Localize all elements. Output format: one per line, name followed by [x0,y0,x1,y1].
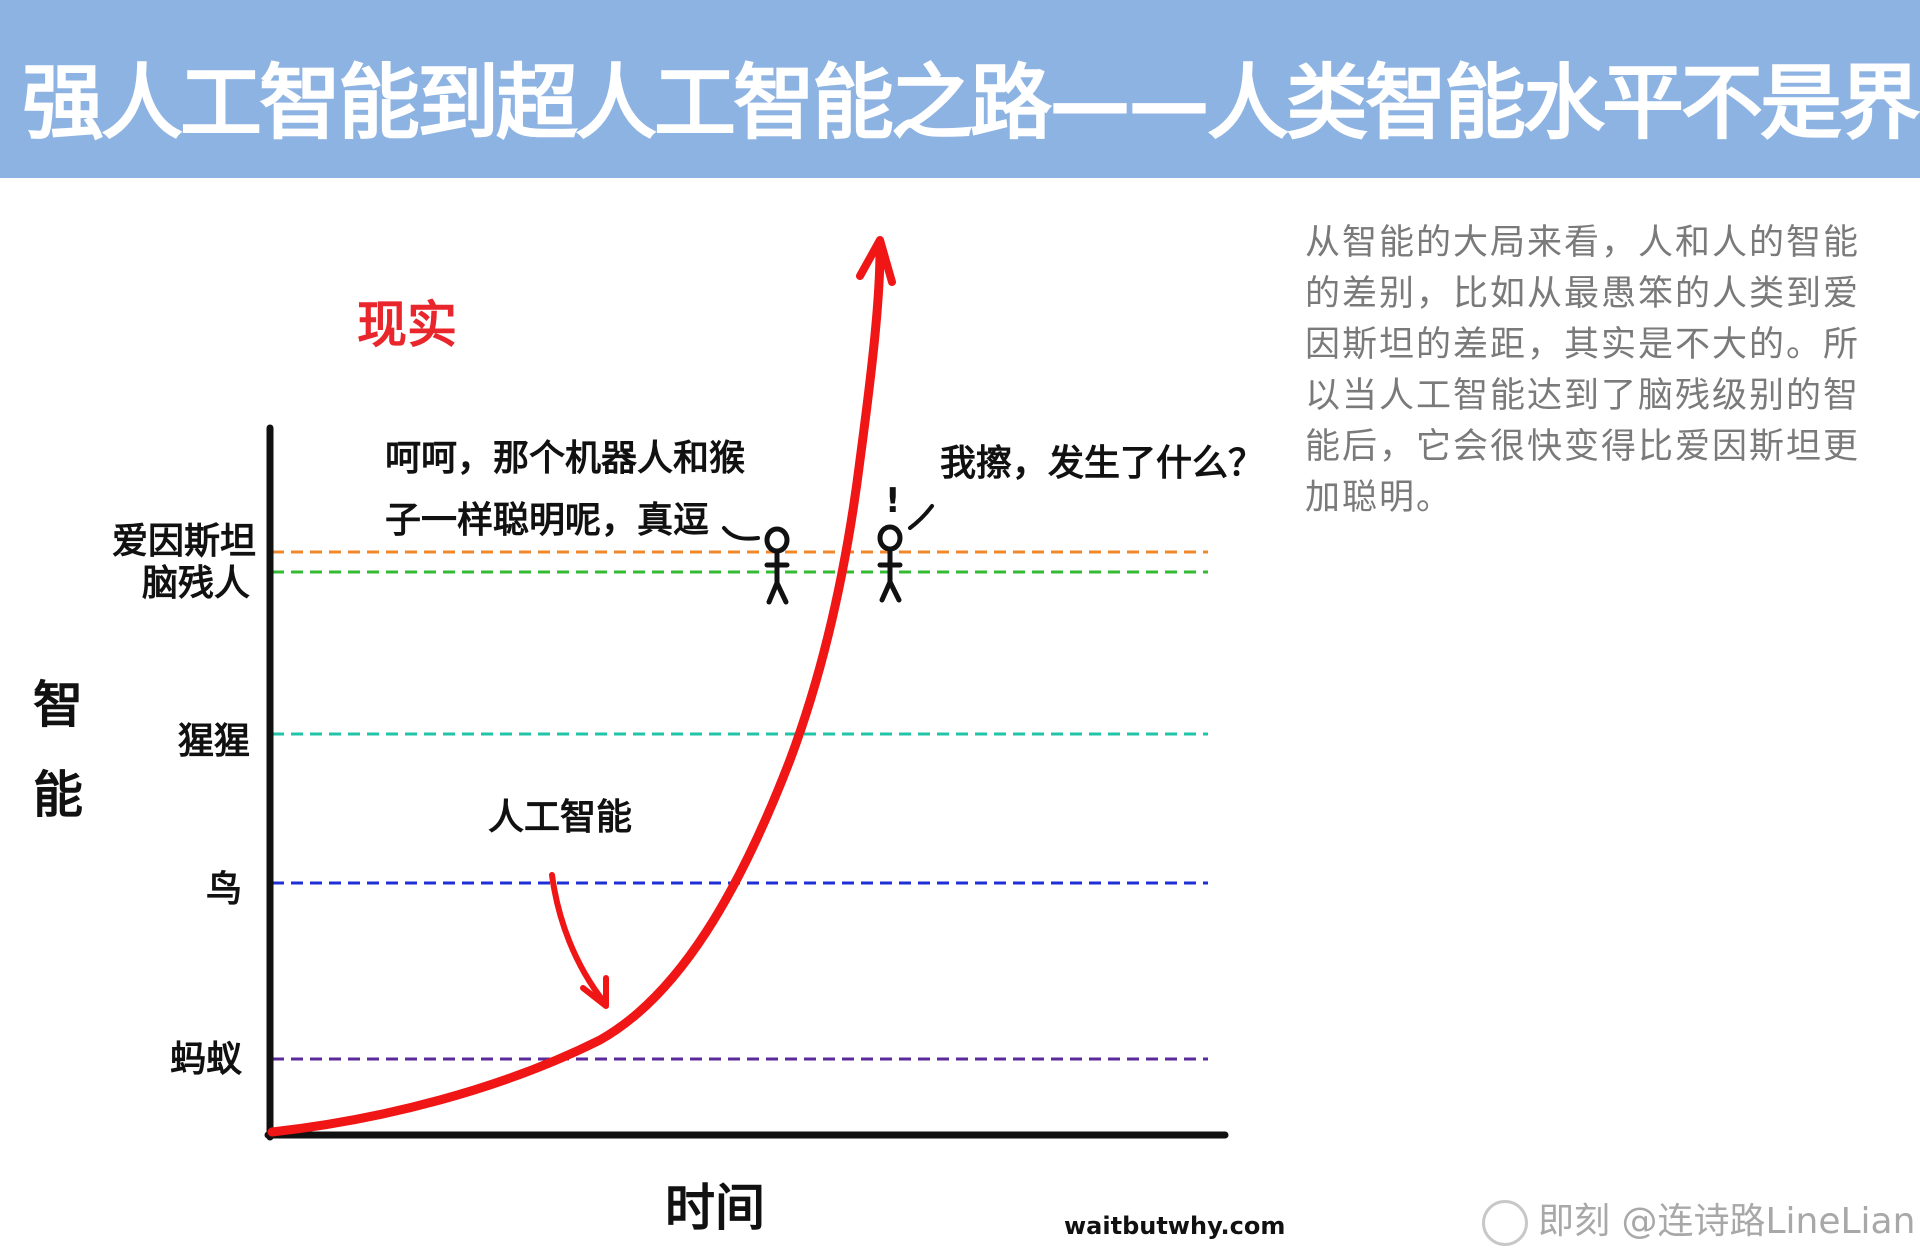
watermark: 即刻 @连诗路LineLian [1482,1192,1915,1246]
ai-curve-label: 人工智能 [488,797,633,838]
speech-left-line2: 子一样聪明呢，真逗 [385,500,710,541]
x-axis-label: 时间 [665,1179,765,1237]
level-label-einstein: 爱因斯坦 [111,521,256,562]
source-credit: waitbutwhy.com [1064,1212,1286,1240]
ai-growth-curve [267,245,885,1137]
speech-tail-right [908,504,934,530]
reality-label: 现实 [357,296,457,354]
ai-pointer-arrowhead [580,975,609,1009]
watermark-text: 即刻 @连诗路LineLian [1538,1201,1916,1242]
stick-figure-left [764,526,790,605]
jike-logo-icon [1482,1200,1528,1246]
stick-figure-right [877,524,903,603]
page-title: 强人工智能到超人工智能之路——人类智能水平不是界限 [22,56,1920,151]
speech-left: 呵呵，那个机器人和猴 子一样聪明呢，真逗 [385,428,745,552]
ai-pointer-arrow [549,872,607,1005]
level-label-chimp: 猩猩 [177,721,250,762]
explanation-text: 从智能的大局来看，人和人的智能的差别，比如从最愚笨的人类到爱因斯坦的差距，其实是… [1305,223,1861,518]
level-label-dumb-human: 脑残人 [141,563,250,604]
y-axis-label-char1: 智 [33,676,83,734]
exclaim-mark: ! [885,481,901,521]
y-axis-label: 智 能 [28,660,88,840]
speech-tail-left [722,526,760,541]
speech-left-line1: 呵呵，那个机器人和猴 [385,438,746,479]
level-label-ant: 蚂蚁 [169,1039,242,1080]
level-label-bird: 鸟 [205,869,242,910]
curve-arrowhead [856,236,896,286]
header-banner: 强人工智能到超人工智能之路——人类智能水平不是界限 [0,0,1920,178]
y-axis-label-char2: 能 [33,766,83,824]
speech-right: 我擦，发生了什么？ [940,443,1265,484]
